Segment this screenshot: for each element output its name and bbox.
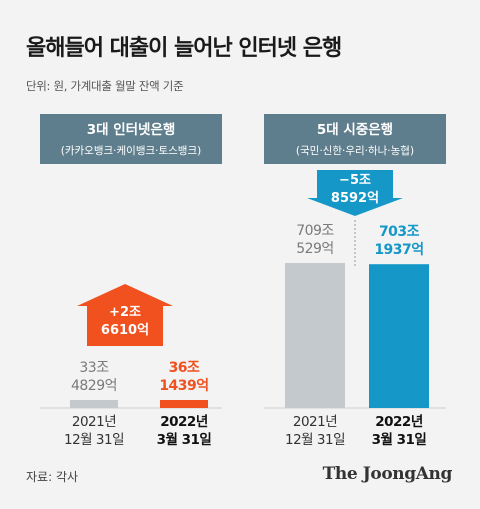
panel-header-1	[40, 114, 222, 164]
category-label-1-1-b: 12월 31일	[64, 432, 124, 448]
panel-header-2	[264, 114, 446, 164]
source-note: 자료: 각사	[26, 470, 79, 484]
bar-1-1	[70, 400, 118, 408]
panel-subtitle-1: (카카오뱅크·케이뱅크·토스뱅크)	[61, 145, 201, 157]
change-label-a: +2조	[109, 305, 141, 320]
panel-subtitle-2: (국민·신한·우리·하나·농협)	[296, 144, 414, 157]
value-label-1-2-b: 1439억	[159, 378, 208, 394]
bar-2-2	[369, 264, 429, 408]
bar-2-1	[285, 263, 345, 408]
value-label-1-2-a: 36조	[169, 360, 200, 376]
bar-1-2	[160, 400, 208, 408]
value-label-2-1-b: 529억	[296, 241, 334, 257]
chart-title: 올해들어 대출이 늘어난 인터넷 은행	[26, 36, 342, 61]
category-label-2-2-b: 3월 31일	[372, 431, 427, 448]
panel-title-2: 5대 시중은행	[317, 122, 393, 138]
change-label-a: −5조	[339, 173, 371, 188]
value-label-2-1-a: 709조	[296, 223, 334, 239]
decrease-arrow	[307, 170, 403, 216]
category-label-1-2-a: 2022년	[160, 414, 208, 430]
value-label-1-1-a: 33조	[79, 360, 109, 376]
change-label-b: 6610억	[101, 323, 149, 338]
category-label-2-2-a: 2022년	[375, 414, 423, 430]
panel-title-1: 3대 인터넷은행	[87, 121, 176, 138]
category-label-1-1-a: 2021년	[72, 414, 116, 430]
value-label-1-1-b: 4829억	[71, 378, 117, 394]
value-label-2-2-a: 703조	[379, 224, 420, 240]
publisher-logo: The JoongAng	[322, 464, 453, 484]
increase-arrow	[77, 284, 173, 346]
change-label-b: 8592억	[331, 191, 379, 206]
category-label-1-2-b: 3월 31일	[157, 431, 212, 448]
category-label-2-1-b: 12월 31일	[285, 432, 345, 448]
category-label-2-1-a: 2021년	[293, 414, 337, 430]
value-label-2-2-b: 1937억	[374, 242, 423, 258]
unit-note: 단위: 원, 가계대출 월말 잔액 기준	[26, 79, 184, 93]
